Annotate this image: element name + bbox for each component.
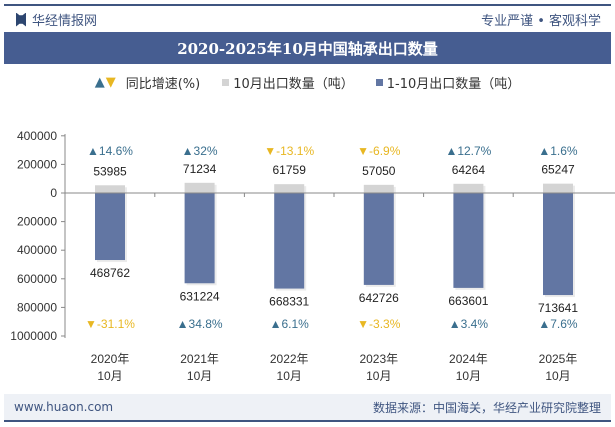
- x-tick-label: 10月: [545, 369, 570, 383]
- legend-monthly[interactable]: 10月出口数量（吨）: [222, 73, 354, 92]
- cumulative-value-label: 642726: [359, 291, 399, 305]
- x-tick-label: 10月: [456, 369, 481, 383]
- cumulative-growth-label: ▲6.1%: [270, 317, 310, 331]
- x-tick-label: 2023年: [359, 352, 398, 366]
- y-tick-label: 400000: [17, 129, 57, 143]
- cumulative-bar: [95, 193, 125, 261]
- cumulative-bar: [274, 193, 305, 289]
- monthly-bar: [95, 185, 125, 193]
- x-tick-label: 10月: [97, 369, 122, 383]
- x-tick-label: 10月: [187, 369, 212, 383]
- monthly-value-label: 57050: [362, 164, 396, 178]
- legend-label: 同比增速(%): [125, 77, 201, 92]
- brand-name: 华经情报网: [32, 14, 98, 29]
- footer: www.huaon.com 数据来源：中国海关，华经产业研究院整理: [4, 394, 611, 420]
- bottom-divider: [4, 420, 611, 422]
- down-triangle-icon: ▼: [105, 75, 116, 90]
- monthly-value-label: 64264: [452, 163, 486, 177]
- cumulative-bar: [453, 193, 484, 288]
- x-tick-label: 2025年: [539, 352, 578, 366]
- legend: ▲ ▼ 同比增速(%) 10月出口数量（吨） 1-10月出口数量（吨）: [0, 73, 615, 92]
- cumulative-bar: [543, 193, 573, 296]
- y-tick-label: 200000: [17, 215, 57, 229]
- monthly-bar: [543, 183, 573, 193]
- x-tick-label: 2020年: [91, 352, 130, 366]
- x-tick-label: 10月: [277, 369, 302, 383]
- x-tick-label: 2024年: [449, 352, 488, 366]
- y-tick-label: 1000000: [10, 329, 57, 343]
- up-triangle-icon: ▲: [94, 75, 105, 90]
- legend-swatch: [222, 79, 230, 86]
- monthly-value-label: 61759: [273, 163, 307, 177]
- monthly-value-label: 53985: [93, 164, 127, 178]
- chart-title: 2020-2025年10月中国轴承出口数量: [4, 32, 611, 64]
- slogan: 专业严谨 • 客观科学: [481, 14, 601, 29]
- x-tick-label: 2021年: [180, 352, 219, 366]
- monthly-growth-label: ▲12.7%: [445, 144, 491, 158]
- legend-label: 10月出口数量（吨）: [233, 77, 354, 92]
- monthly-growth-label: ▲1.6%: [538, 144, 578, 158]
- top-divider: [4, 4, 611, 6]
- monthly-growth-label: ▼-6.9%: [357, 144, 401, 158]
- cumulative-bar: [363, 193, 394, 285]
- brand[interactable]: 华经情报网: [16, 10, 97, 29]
- monthly-bar: [363, 184, 394, 193]
- cumulative-growth-label: ▼-3.3%: [357, 317, 401, 331]
- y-tick-label: 0: [50, 186, 57, 200]
- y-tick-label: 600000: [17, 272, 57, 286]
- data-source: 数据来源：中国海关，华经产业研究院整理: [372, 400, 601, 415]
- cumulative-growth-label: ▲7.6%: [538, 317, 578, 331]
- legend-growth[interactable]: ▲ ▼ 同比增速(%): [95, 73, 201, 92]
- cumulative-bar: [184, 193, 215, 284]
- monthly-value-label: 71234: [183, 162, 217, 176]
- website-link[interactable]: www.huaon.com: [14, 400, 114, 414]
- cumulative-value-label: 713641: [538, 301, 578, 315]
- y-tick-label: 800000: [17, 300, 57, 314]
- legend-label: 1-10月出口数量（吨）: [386, 77, 521, 92]
- y-tick-label: 200000: [17, 157, 57, 171]
- cumulative-growth-label: ▼-31.1%: [85, 317, 135, 331]
- monthly-growth-label: ▼-13.1%: [264, 144, 314, 158]
- monthly-growth-label: ▲14.6%: [87, 144, 133, 158]
- cumulative-growth-label: ▲3.4%: [449, 317, 489, 331]
- x-tick-label: 2022年: [270, 352, 309, 366]
- monthly-value-label: 65247: [541, 163, 575, 177]
- monthly-bar: [184, 182, 215, 193]
- x-tick-label: 10月: [366, 369, 391, 383]
- legend-cumulative[interactable]: 1-10月出口数量（吨）: [375, 73, 521, 92]
- monthly-bar: [274, 184, 305, 193]
- cumulative-value-label: 663601: [448, 294, 488, 308]
- legend-swatch: [375, 79, 383, 86]
- cumulative-growth-label: ▲34.8%: [177, 317, 223, 331]
- cumulative-value-label: 631224: [180, 289, 220, 303]
- cumulative-value-label: 668331: [269, 295, 309, 309]
- y-tick-label: 400000: [17, 243, 57, 257]
- monthly-growth-label: ▲32%: [182, 144, 218, 158]
- cumulative-value-label: 468762: [90, 266, 130, 280]
- monthly-bar: [453, 183, 484, 193]
- logo-icon: [16, 12, 26, 27]
